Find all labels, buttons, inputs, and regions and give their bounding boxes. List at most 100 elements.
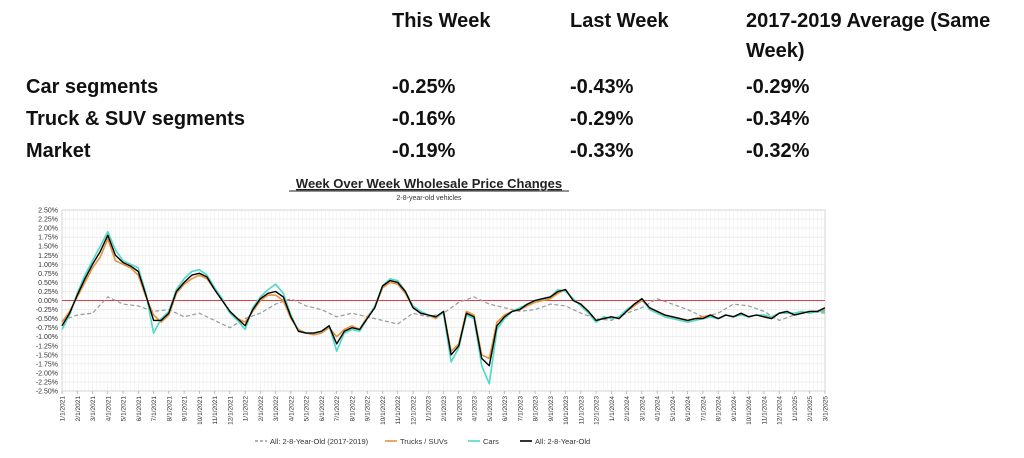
x-tick-label: 4/1/2023 [472, 396, 479, 422]
x-tick-label: 3/1/2021 [90, 396, 97, 422]
x-tick-label: 2/1/2023 [441, 396, 448, 422]
row-label-car: Car segments [26, 76, 159, 98]
chart-legend: All: 2-8-Year-Old (2017-2019) Trucks / SU… [255, 437, 590, 446]
y-tick-label: 1.25% [38, 253, 58, 260]
wholesale-price-chart: Week Over Week Wholesale Price Changes 2… [36, 176, 830, 446]
car-last-week: -0.43% [570, 76, 634, 98]
x-tick-label: 3/1/2023 [456, 396, 463, 422]
x-tick-label: 9/1/2023 [548, 396, 555, 422]
x-tick-label: 7/1/2021 [151, 396, 158, 422]
header-last-week: Last Week [570, 10, 669, 32]
x-tick-label: 5/1/2021 [121, 396, 128, 422]
y-tick-label: 0.25% [38, 289, 58, 296]
x-tick-label: 8/1/2023 [533, 396, 540, 422]
chart-title: Week Over Week Wholesale Price Changes [296, 176, 562, 191]
y-tick-label: 1.75% [38, 235, 58, 242]
x-tick-label: 6/1/2023 [502, 396, 509, 422]
x-tick-label: 3/1/2022 [273, 396, 280, 422]
y-tick-label: 0.50% [38, 280, 58, 287]
x-tick-label: 12/1/2024 [777, 396, 784, 425]
header-average: 2017-2019 Average (Same Week) [746, 10, 991, 62]
summary-table: This Week Last Week 2017-2019 Average (S… [0, 0, 1024, 170]
x-tick-label: 9/1/2021 [182, 396, 189, 422]
legend-label: Trucks / SUVs [400, 437, 448, 446]
truck-last-week: -0.29% [570, 108, 634, 130]
y-tick-label: 1.50% [38, 244, 58, 251]
x-tick-label: 10/1/2023 [563, 396, 570, 425]
row-label-market: Market [26, 140, 91, 162]
row-label-truck-suv: Truck & SUV segments [26, 108, 245, 130]
x-tick-label: 11/1/2024 [761, 396, 768, 425]
chart-subtitle: 2-8-year-old vehicles [397, 195, 462, 202]
y-tick-label: -2.25% [36, 379, 58, 386]
x-tick-label: 12/1/2022 [410, 396, 417, 425]
x-tick-label: 2/1/2021 [75, 396, 82, 422]
y-tick-label: 2.50% [38, 208, 58, 215]
legend-label: All: 2-8-Year-Old (2017-2019) [270, 437, 369, 446]
car-this-week: -0.25% [392, 76, 456, 98]
x-tick-label: 11/1/2023 [578, 396, 585, 425]
x-tick-label: 10/1/2021 [197, 396, 204, 425]
x-tick-label: 4/1/2022 [288, 396, 295, 422]
x-tick-label: 4/1/2024 [655, 396, 662, 422]
y-tick-label: -1.25% [36, 343, 58, 350]
x-tick-label: 1/1/2022 [243, 396, 250, 422]
y-tick-label: 0.00% [38, 298, 58, 305]
x-tick-label: 12/1/2023 [594, 396, 601, 425]
x-tick-label: 10/1/2022 [380, 396, 387, 425]
x-tick-label: 6/1/2021 [136, 396, 143, 422]
x-tick-label: 5/1/2022 [304, 396, 311, 422]
x-tick-label: 8/1/2024 [716, 396, 723, 422]
y-tick-label: 0.75% [38, 271, 58, 278]
market-last-week: -0.33% [570, 140, 634, 162]
y-tick-label: 2.00% [38, 226, 58, 233]
market-average: -0.32% [746, 140, 810, 162]
y-tick-label: 2.25% [38, 217, 58, 224]
x-tick-label: 1/1/2023 [426, 396, 433, 422]
header-this-week: This Week [392, 10, 491, 32]
y-tick-label: -0.25% [36, 307, 58, 314]
x-tick-label: 7/1/2022 [334, 396, 341, 422]
x-tick-label: 5/1/2023 [487, 396, 494, 422]
x-tick-label: 9/1/2022 [365, 396, 372, 422]
market-this-week: -0.19% [392, 140, 456, 162]
y-tick-label: -1.75% [36, 361, 58, 368]
y-axis: 2.50% 2.25% 2.00% 1.75% 1.50% 1.25% 1.00% 0.75%… [36, 208, 58, 396]
y-tick-label: -1.00% [36, 334, 58, 341]
series-line-0 [61, 296, 826, 329]
x-tick-label: 2/1/2024 [624, 396, 631, 422]
y-tick-label: -1.50% [36, 352, 58, 359]
legend-label: Cars [483, 437, 499, 446]
x-tick-label: 11/1/2022 [395, 396, 402, 425]
x-tick-label: 1/1/2025 [792, 396, 799, 422]
x-tick-label: 5/1/2024 [670, 396, 677, 422]
x-tick-label: 6/1/2024 [685, 396, 692, 422]
x-tick-label: 7/1/2024 [700, 396, 707, 422]
x-tick-label: 3/1/2024 [639, 396, 646, 422]
y-tick-label: -0.50% [36, 316, 58, 323]
x-tick-label: 8/1/2021 [166, 396, 173, 422]
truck-average: -0.34% [746, 108, 810, 130]
x-tick-label: 10/1/2024 [746, 396, 753, 425]
x-tick-label: 9/1/2024 [731, 396, 738, 422]
x-tick-label: 7/1/2023 [517, 396, 524, 422]
y-tick-label: -0.75% [36, 325, 58, 332]
x-tick-label: 6/1/2022 [319, 396, 326, 422]
y-tick-label: -2.00% [36, 370, 58, 377]
car-average: -0.29% [746, 76, 810, 98]
series-line-3 [61, 234, 826, 367]
y-tick-label: 1.00% [38, 262, 58, 269]
x-tick-label: 2/1/2022 [258, 396, 265, 422]
x-tick-label: 12/1/2021 [227, 396, 234, 425]
y-tick-label: -2.50% [36, 389, 58, 396]
x-tick-label: 2/1/2025 [807, 396, 814, 422]
x-tick-label: 4/1/2021 [105, 396, 112, 422]
legend-label: All: 2-8-Year-Old [535, 437, 590, 446]
x-tick-label: 1/1/2024 [609, 396, 616, 422]
chart-series [61, 230, 826, 385]
x-tick-label: 8/1/2022 [349, 396, 356, 422]
truck-this-week: -0.16% [392, 108, 456, 130]
x-tick-label: 1/1/2021 [60, 396, 67, 422]
x-tick-label: 3/1/2025 [823, 396, 830, 422]
x-tick-label: 11/1/2021 [212, 396, 219, 425]
